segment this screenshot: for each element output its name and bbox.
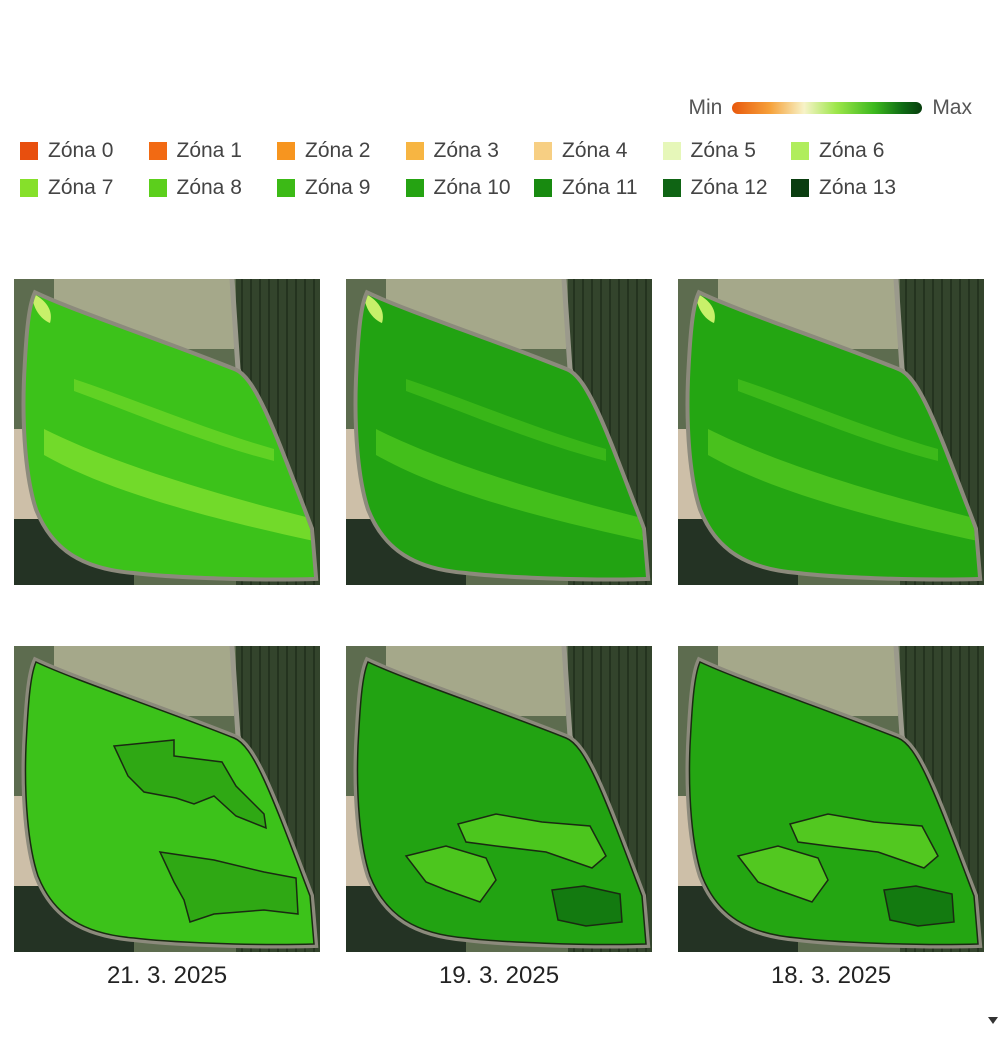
zone-region bbox=[404, 845, 497, 903]
zone-region bbox=[883, 885, 955, 927]
zone-legend-item: Zóna 6 bbox=[791, 138, 920, 164]
map-panel-index-1 bbox=[14, 279, 320, 585]
scale-gradient-bar bbox=[732, 102, 923, 114]
zone-region bbox=[788, 813, 939, 869]
zone-legend-item: Zóna 11 bbox=[534, 175, 663, 201]
zone-legend-item: Zóna 3 bbox=[405, 138, 535, 164]
zone-swatch bbox=[148, 142, 167, 160]
zone-label: Zóna 8 bbox=[176, 176, 242, 199]
bright-corner bbox=[696, 295, 715, 323]
map-panel-zones-3 bbox=[678, 646, 984, 952]
zone-legend-item: Zóna 9 bbox=[277, 175, 406, 201]
index-stripe bbox=[708, 429, 978, 541]
zone-label: Zóna 1 bbox=[176, 139, 242, 162]
zone-label: Zóna 13 bbox=[819, 176, 897, 199]
zone-legend-item: Zóna 10 bbox=[405, 175, 535, 201]
zone-swatch bbox=[791, 179, 809, 197]
zone-swatch bbox=[405, 142, 424, 160]
zone-legend-item: Zóna 13 bbox=[791, 175, 920, 201]
zone-label: Zóna 0 bbox=[48, 139, 114, 162]
zone-legend-item: Zóna 4 bbox=[534, 138, 663, 164]
zone-legend-item: Zóna 5 bbox=[662, 138, 792, 164]
zone-label: Zóna 4 bbox=[562, 139, 628, 162]
zone-label: Zóna 6 bbox=[819, 139, 885, 162]
index-stripe bbox=[44, 429, 314, 541]
zone-label: Zóna 3 bbox=[433, 139, 499, 162]
bright-corner bbox=[364, 295, 383, 323]
zone-label: Zóna 12 bbox=[690, 176, 768, 199]
index-stripe bbox=[406, 379, 606, 461]
zone-swatch bbox=[405, 179, 424, 197]
zone-swatch bbox=[662, 142, 681, 160]
zone-label: Zóna 11 bbox=[562, 176, 638, 199]
zone-legend-item: Zóna 1 bbox=[148, 138, 278, 164]
index-stripe bbox=[74, 379, 274, 461]
zone-region bbox=[158, 851, 299, 923]
zone-swatch bbox=[662, 179, 681, 197]
zone-legend-item: Zóna 8 bbox=[148, 175, 278, 201]
bright-corner bbox=[32, 295, 51, 323]
zone-region bbox=[456, 813, 607, 869]
index-stripe bbox=[738, 379, 938, 461]
index-stripe bbox=[376, 429, 646, 541]
zone-label: Zóna 10 bbox=[433, 176, 511, 199]
zone-legend-item: Zóna 7 bbox=[20, 175, 149, 201]
zone-swatch bbox=[148, 179, 167, 197]
scale-legend: Min Max bbox=[688, 96, 972, 120]
zone-label: Zóna 7 bbox=[48, 176, 114, 199]
zone-swatch bbox=[277, 142, 295, 160]
map-date-label: 21. 3. 2025 bbox=[106, 962, 228, 989]
zone-region bbox=[551, 885, 623, 927]
zone-region bbox=[736, 845, 829, 903]
scale-min-label: Min bbox=[688, 96, 723, 119]
zone-swatch bbox=[534, 142, 552, 160]
corner-arrow-icon bbox=[988, 1017, 998, 1024]
zone-label: Zóna 2 bbox=[305, 139, 371, 162]
map-date-label: 18. 3. 2025 bbox=[770, 962, 892, 989]
zone-label: Zóna 9 bbox=[305, 176, 371, 199]
zone-region bbox=[112, 739, 267, 830]
zone-legend-item: Zóna 0 bbox=[20, 138, 149, 164]
zone-label: Zóna 5 bbox=[690, 139, 756, 162]
zone-swatch bbox=[534, 179, 552, 197]
zone-legend: Zóna 0 Zóna 1 Zóna 2 Zóna 3 Zóna 4 Zóna 5 Zóna… bbox=[20, 138, 990, 201]
zone-legend-item: Zóna 12 bbox=[662, 175, 792, 201]
map-panel-index-3 bbox=[678, 279, 984, 585]
zone-swatch bbox=[277, 179, 295, 197]
zone-legend-item: Zóna 2 bbox=[277, 138, 406, 164]
map-panel-zones-2 bbox=[346, 646, 652, 952]
map-panel-index-2 bbox=[346, 279, 652, 585]
map-date-label: 19. 3. 2025 bbox=[438, 962, 560, 989]
zone-swatch bbox=[20, 142, 38, 160]
map-panel-zones-1 bbox=[14, 646, 320, 952]
zone-swatch bbox=[791, 142, 809, 160]
scale-max-label: Max bbox=[932, 96, 972, 119]
zone-swatch bbox=[20, 179, 38, 197]
